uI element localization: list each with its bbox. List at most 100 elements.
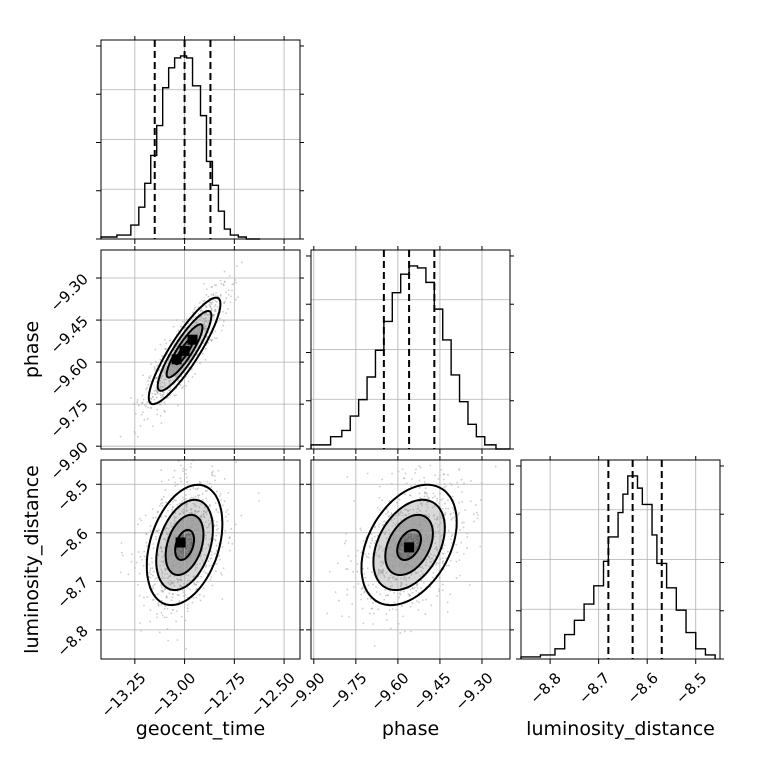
scatter-point xyxy=(368,612,371,615)
scatter-point xyxy=(363,573,366,575)
scatter-point xyxy=(152,584,155,587)
scatter-point xyxy=(189,540,192,542)
scatter-point xyxy=(403,578,405,581)
scatter-point xyxy=(210,553,213,556)
scatter-point xyxy=(167,527,170,530)
scatter-point xyxy=(204,490,207,492)
scatter-point xyxy=(211,465,213,468)
scatter-point xyxy=(389,627,392,630)
scatter-point xyxy=(179,571,182,574)
scatter-point xyxy=(145,388,148,391)
scatter-point xyxy=(204,534,207,537)
scatter-point xyxy=(197,540,200,543)
scatter-point xyxy=(390,512,393,515)
scatter-point xyxy=(179,464,182,467)
scatter-point xyxy=(377,554,380,557)
scatter-point xyxy=(178,508,180,511)
scatter-point xyxy=(384,588,387,591)
scatter-point xyxy=(165,616,168,619)
scatter-point xyxy=(346,593,349,596)
scatter-point xyxy=(205,513,208,516)
scatter-point xyxy=(476,517,479,520)
scatter-point xyxy=(187,380,190,383)
scatter-point xyxy=(417,504,419,507)
scatter-point xyxy=(171,567,174,570)
scatter-point xyxy=(391,541,394,544)
scatter-point xyxy=(405,482,408,485)
scatter-point xyxy=(175,620,177,623)
scatter-point xyxy=(177,594,180,597)
scatter-point xyxy=(404,537,407,539)
scatter-point xyxy=(164,411,166,413)
scatter-point xyxy=(160,469,163,472)
scatter-point xyxy=(173,498,176,501)
scatter-point xyxy=(214,310,217,313)
scatter-point xyxy=(187,542,190,545)
scatter-point xyxy=(235,461,238,464)
scatter-point xyxy=(440,468,443,471)
scatter-point xyxy=(168,339,171,342)
scatter-point xyxy=(229,301,232,303)
panel-phase-vs-luminosity_distance xyxy=(310,459,511,660)
scatter-point xyxy=(419,510,422,513)
scatter-point xyxy=(165,568,167,570)
scatter-point xyxy=(415,532,417,535)
scatter-point xyxy=(215,301,218,303)
scatter-point xyxy=(181,496,184,499)
scatter-point xyxy=(145,532,148,535)
scatter-point xyxy=(422,549,425,552)
scatter-point xyxy=(207,543,210,546)
scatter-point xyxy=(377,608,380,611)
scatter-point xyxy=(147,406,149,409)
scatter-point xyxy=(136,399,139,401)
scatter-point xyxy=(387,529,390,532)
scatter-point xyxy=(231,283,234,286)
scatter-point xyxy=(421,518,424,521)
scatter-point xyxy=(434,522,437,525)
scatter-point xyxy=(146,401,149,404)
scatter-point xyxy=(198,521,201,523)
scatter-point xyxy=(371,539,374,542)
scatter-point xyxy=(201,559,204,562)
scatter-point xyxy=(205,320,208,323)
scatter-point xyxy=(210,303,213,306)
scatter-point xyxy=(165,527,168,530)
scatter-point xyxy=(388,609,391,611)
scatter-point xyxy=(441,497,444,500)
scatter-point xyxy=(199,532,201,535)
scatter-point xyxy=(173,365,176,368)
scatter-point xyxy=(428,513,431,516)
scatter-point xyxy=(392,565,395,567)
scatter-point xyxy=(163,616,166,619)
scatter-point xyxy=(415,556,418,558)
scatter-point xyxy=(402,538,405,541)
scatter-point xyxy=(162,391,165,394)
scatter-point xyxy=(434,474,437,477)
scatter-point xyxy=(411,586,414,589)
scatter-point xyxy=(162,561,165,563)
scatter-point xyxy=(186,525,189,528)
scatter-point xyxy=(158,368,161,371)
x-axis-label-phase: phase xyxy=(382,718,439,740)
scatter-point xyxy=(455,560,458,563)
scatter-point xyxy=(451,533,454,536)
scatter-point xyxy=(192,557,195,560)
scatter-point xyxy=(396,563,398,566)
scatter-point xyxy=(156,391,159,394)
scatter-point xyxy=(423,520,425,523)
scatter-point xyxy=(439,522,442,524)
scatter-point xyxy=(423,476,425,479)
scatter-point xyxy=(461,521,464,524)
scatter-point xyxy=(205,347,207,350)
scatter-point xyxy=(420,587,422,589)
scatter-point xyxy=(163,554,165,557)
scatter-point xyxy=(181,387,184,390)
scatter-point xyxy=(161,575,164,578)
scatter-point xyxy=(412,520,415,523)
scatter-point xyxy=(180,375,183,378)
scatter-point xyxy=(192,502,195,505)
scatter-point xyxy=(404,579,407,582)
scatter-point xyxy=(214,299,217,302)
scatter-point xyxy=(184,498,187,500)
